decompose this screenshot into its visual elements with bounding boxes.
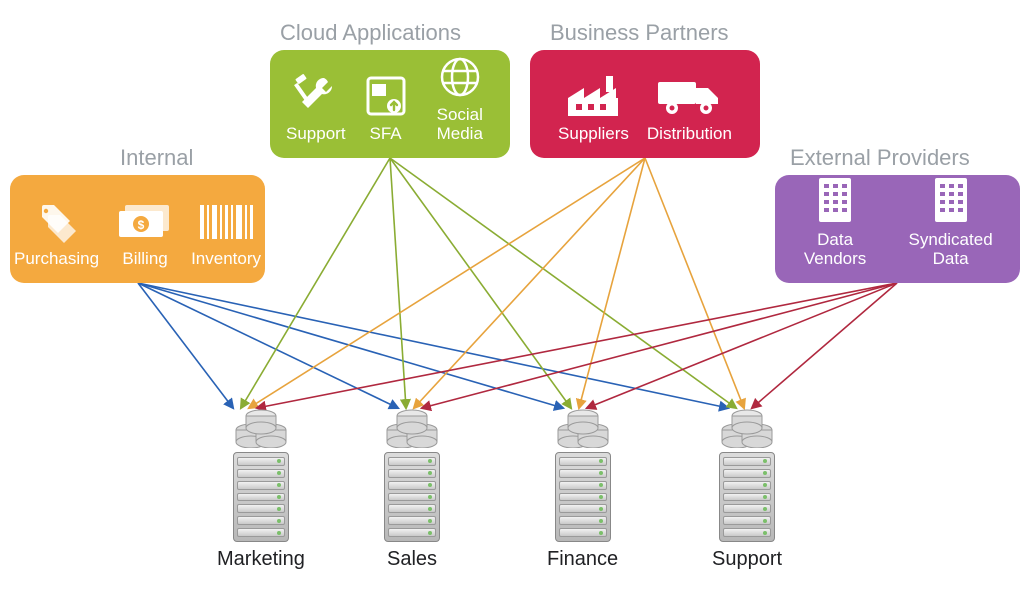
label-distribution: Distribution [647,124,732,144]
server-rack-icon [555,452,611,542]
factory-icon [566,74,620,118]
disk-cluster-icon [717,408,777,448]
target-label-support: Support [712,548,782,571]
server-rack-icon [719,452,775,542]
label-social-media: Social Media [426,105,494,144]
disk-cluster-icon [553,408,613,448]
title-internal: Internal [120,145,193,171]
item-syndicated-data: Syndicated Data [897,176,1004,269]
globe-icon [438,55,482,99]
item-sfa: SFA [364,74,408,144]
connections-layer [0,0,1024,597]
share-up-icon [364,74,408,118]
building-icon [929,176,973,224]
box-providers: Data Vendors Syndicated Data [775,175,1020,283]
item-support: Support [286,74,346,144]
title-providers: External Providers [790,145,970,171]
target-support: Support [712,408,782,571]
item-social-media: Social Media [426,55,494,144]
label-billing: Billing [122,249,167,269]
svg-text:$: $ [138,218,145,232]
server-rack-icon [384,452,440,542]
building-icon [813,176,857,224]
diagram-stage: Internal Cloud Applications Business Par… [0,0,1024,597]
target-label-marketing: Marketing [217,548,305,571]
box-partners: Suppliers Distribution [530,50,760,158]
label-suppliers: Suppliers [558,124,629,144]
money-icon: $ [117,201,173,243]
target-sales: Sales [382,408,442,571]
box-cloud: Support SFA Social Media [270,50,510,158]
item-suppliers: Suppliers [558,74,629,144]
item-inventory: Inventory [191,201,261,269]
label-purchasing: Purchasing [14,249,99,269]
item-purchasing: Purchasing [14,201,99,269]
target-finance: Finance [547,408,618,571]
target-marketing: Marketing [217,408,305,571]
label-support-cloud: Support [286,124,346,144]
disk-cluster-icon [231,408,291,448]
label-data-vendors: Data Vendors [791,230,879,269]
title-partners: Business Partners [550,20,729,46]
tools-icon [294,74,338,118]
server-rack-icon [233,452,289,542]
box-internal: Purchasing $ Billing Inv [10,175,265,283]
item-billing: $ Billing [117,201,173,269]
item-distribution: Distribution [647,74,732,144]
title-cloud: Cloud Applications [280,20,461,46]
barcode-icon [198,201,254,243]
target-label-sales: Sales [387,548,437,571]
disk-cluster-icon [382,408,442,448]
label-inventory: Inventory [191,249,261,269]
label-syndicated-data: Syndicated Data [897,230,1004,269]
truck-icon [656,74,722,118]
target-label-finance: Finance [547,548,618,571]
tags-icon [34,201,80,243]
item-data-vendors: Data Vendors [791,176,879,269]
label-sfa: SFA [369,124,401,144]
